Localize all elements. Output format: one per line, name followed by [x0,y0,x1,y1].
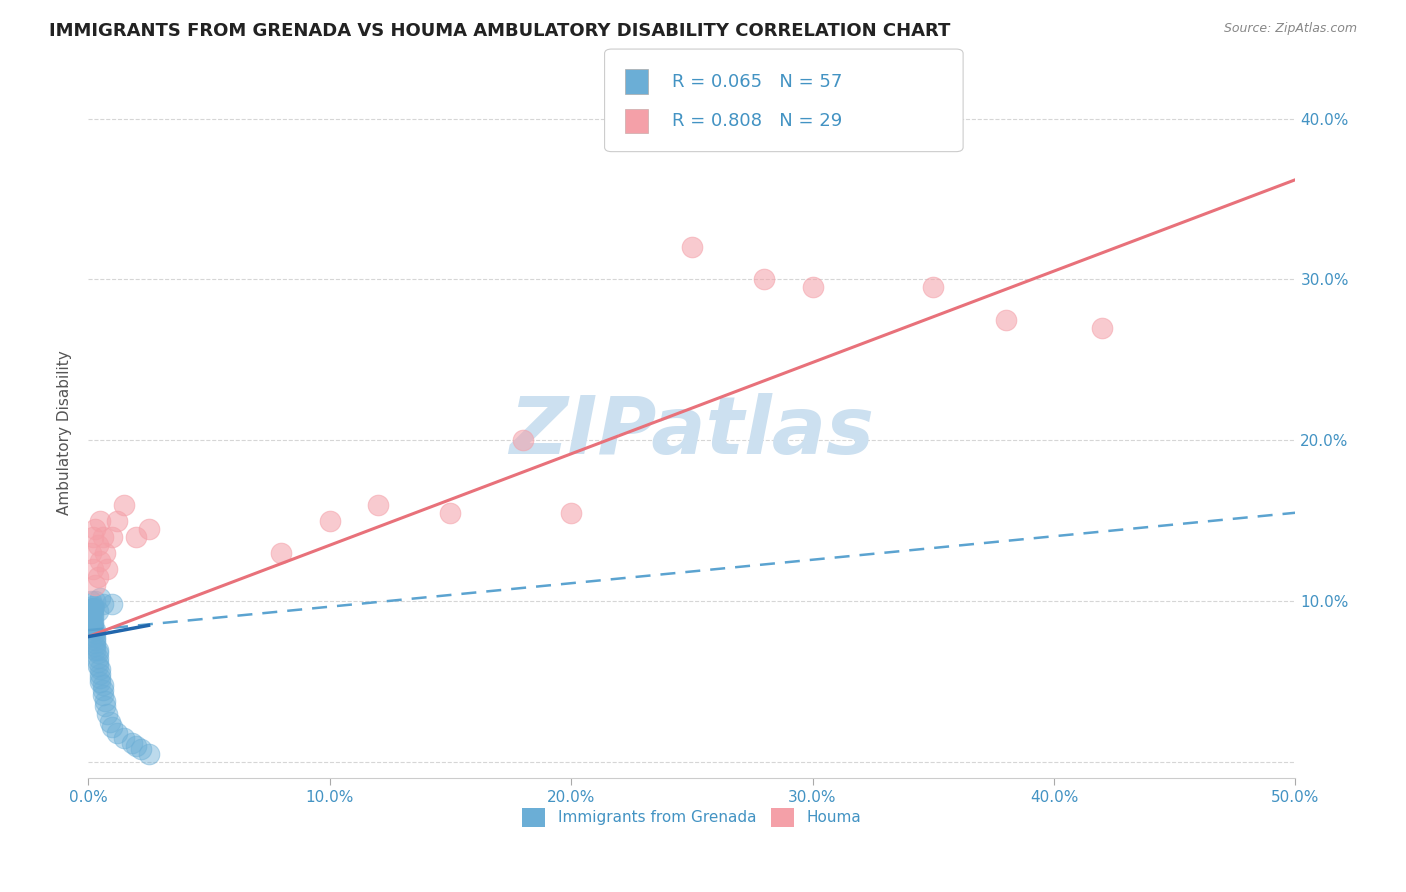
Point [82,602,104,616]
Point [79,614,101,628]
Point [89,672,111,686]
Point [82,530,104,544]
Point [84,640,107,654]
Legend: Immigrants from Grenada, Houma: Immigrants from Grenada, Houma [516,802,868,833]
Point [112,731,135,745]
Text: ZIPatlas: ZIPatlas [509,393,875,471]
Point [89,674,111,689]
Point [79,616,101,631]
Point [89,554,111,568]
Point [79,610,101,624]
Point [87,604,110,618]
Point [994,312,1017,326]
Text: Source: ZipAtlas.com: Source: ZipAtlas.com [1223,22,1357,36]
Point [367,498,389,512]
Point [82,600,104,615]
Point [82,610,104,624]
Point [91,530,114,544]
Point [922,280,945,294]
Point [105,514,128,528]
Point [82,620,104,634]
Point [87,656,110,670]
Y-axis label: Ambulatory Disability: Ambulatory Disability [58,350,72,515]
Point [79,615,101,629]
Point [512,434,534,448]
Point [89,514,111,528]
Point [84,632,107,647]
Point [98,714,121,729]
Point [560,506,582,520]
Point [79,594,101,608]
Point [82,607,104,621]
Point [94,546,117,560]
Point [84,578,107,592]
Point [318,514,340,528]
Point [84,623,107,637]
Point [79,608,101,623]
Point [138,747,160,761]
Point [89,591,111,605]
Point [87,646,110,660]
Point [82,622,104,636]
Point [84,626,107,640]
Point [112,498,135,512]
Point [1091,320,1114,334]
Point [87,650,110,665]
Point [82,602,104,616]
Point [681,240,703,254]
Point [91,682,114,697]
Point [91,678,114,692]
Point [82,614,104,628]
Point [87,538,110,552]
Point [138,522,160,536]
Point [84,594,107,608]
Point [79,612,101,626]
Text: R = 0.065   N = 57: R = 0.065 N = 57 [672,72,842,91]
Point [79,546,101,560]
Text: R = 0.808   N = 29: R = 0.808 N = 29 [672,112,842,130]
Point [87,570,110,584]
Point [87,658,110,673]
Point [84,636,107,650]
Point [96,706,118,721]
Text: IMMIGRANTS FROM GRENADA VS HOUMA AMBULATORY DISABILITY CORRELATION CHART: IMMIGRANTS FROM GRENADA VS HOUMA AMBULAT… [49,22,950,40]
Point [96,562,118,576]
Point [79,607,101,621]
Point [125,530,148,544]
Point [89,662,111,676]
Point [121,736,143,750]
Point [439,506,461,520]
Point [87,642,110,657]
Point [79,618,101,632]
Point [82,599,104,613]
Point [82,600,104,615]
Point [91,688,114,702]
Point [84,522,107,536]
Point [101,530,124,544]
Point [94,694,117,708]
Point [91,598,114,612]
Point [125,739,148,753]
Point [101,720,124,734]
Point [105,726,128,740]
Point [101,598,124,612]
Point [270,546,292,560]
Point [801,280,824,294]
Point [82,562,104,576]
Point [82,616,104,631]
Point [84,630,107,644]
Point [84,642,107,657]
Point [79,606,101,620]
Point [89,666,111,681]
Point [79,604,101,618]
Point [754,272,776,286]
Point [129,742,152,756]
Point [94,698,117,713]
